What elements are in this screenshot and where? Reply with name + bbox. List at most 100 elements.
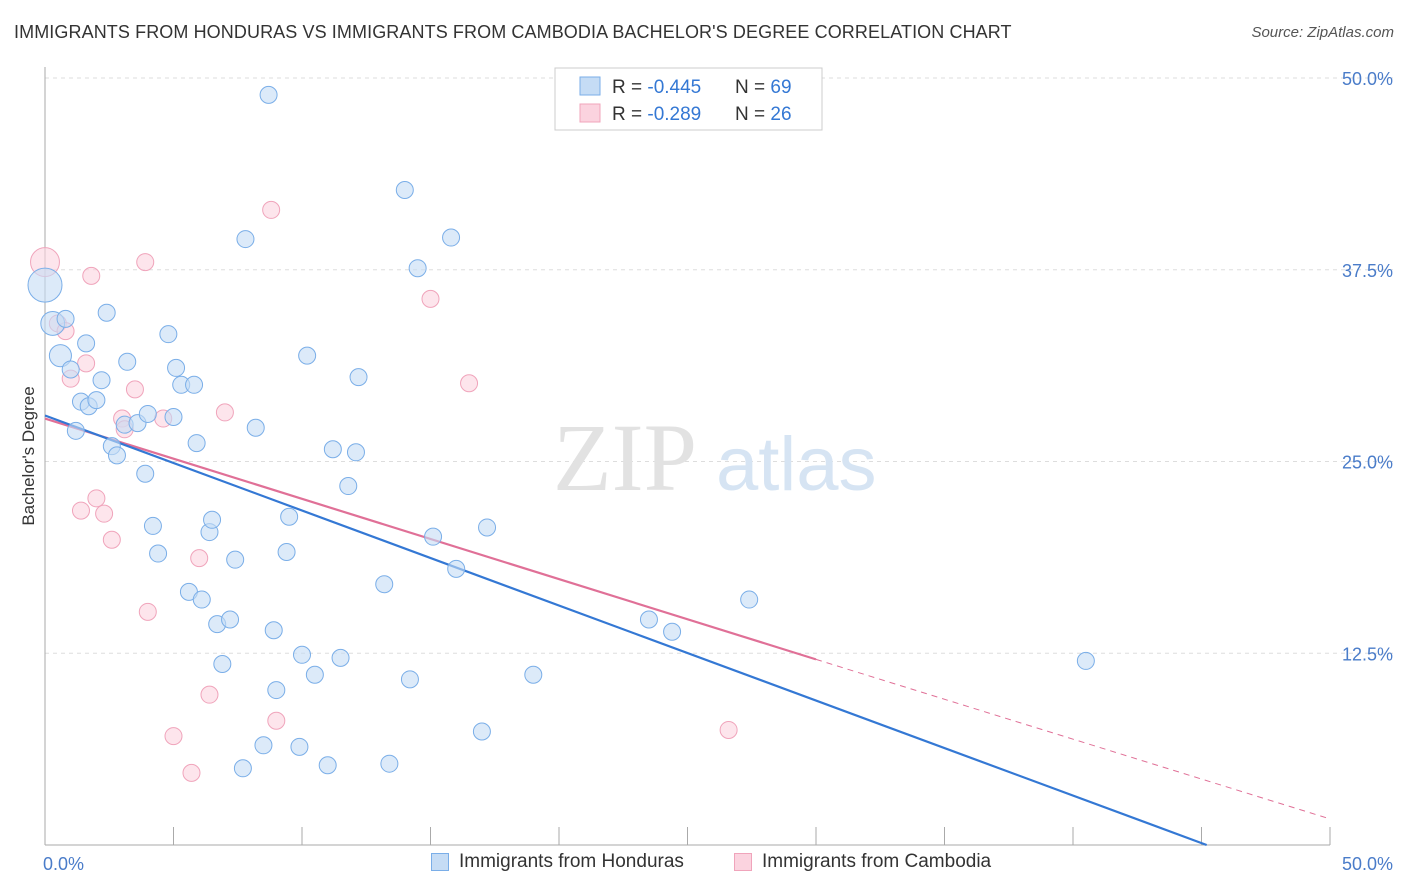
data-point-cambodia xyxy=(125,380,144,399)
watermark: ZIP atlas xyxy=(553,404,877,511)
chart-title: IMMIGRANTS FROM HONDURAS VS IMMIGRANTS F… xyxy=(14,22,1012,42)
y-tick-label: 25.0% xyxy=(1342,453,1393,473)
data-point-honduras xyxy=(236,230,255,249)
data-point-cambodia xyxy=(102,530,121,549)
data-point-cambodia xyxy=(719,720,738,739)
legend-item-cambodia[interactable]: Immigrants from Cambodia xyxy=(734,851,991,873)
data-point-honduras xyxy=(478,518,497,537)
data-point-honduras xyxy=(187,434,206,453)
data-point-cambodia xyxy=(87,489,106,508)
data-point-honduras xyxy=(277,543,296,562)
data-point-cambodia xyxy=(200,685,219,704)
data-point-cambodia xyxy=(138,602,157,621)
svg-text:N = 26: N = 26 xyxy=(735,104,792,125)
data-point-honduras xyxy=(639,610,658,629)
data-point-cambodia xyxy=(421,289,440,308)
legend-label-cambodia: Immigrants from Cambodia xyxy=(762,851,992,872)
data-point-honduras xyxy=(375,575,394,594)
data-point-honduras xyxy=(305,665,324,684)
data-point-cambodia xyxy=(215,403,234,422)
legend-n-value: 26 xyxy=(770,104,791,125)
data-point-honduras xyxy=(87,391,106,410)
data-point-honduras xyxy=(149,544,168,563)
data-point-honduras xyxy=(293,645,311,664)
data-point-honduras xyxy=(400,670,419,689)
x-tick-label: 0.0% xyxy=(43,854,84,874)
data-point-honduras xyxy=(92,371,111,390)
data-point-honduras xyxy=(424,527,443,546)
data-point-honduras xyxy=(254,736,273,755)
data-point-cambodia xyxy=(136,253,155,272)
data-point-honduras xyxy=(280,507,299,526)
y-tick-label: 50.0% xyxy=(1342,69,1393,89)
data-point-honduras xyxy=(1076,651,1095,670)
tick-labels: 12.5% 25.0% 37.5% 50.0% 0.0% 50.0% xyxy=(43,69,1393,874)
legend-swatch-honduras xyxy=(431,853,449,871)
legend-top: R = -0.445 N = 69 R = -0.289 N = 26 xyxy=(554,67,823,131)
data-point-honduras xyxy=(246,418,265,437)
data-point-honduras xyxy=(77,334,96,353)
legend-r-value: -0.289 xyxy=(647,104,701,125)
legend-label-honduras: Immigrants from Honduras xyxy=(459,851,684,872)
data-point-honduras xyxy=(267,681,286,700)
data-point-cambodia xyxy=(267,711,286,730)
data-point-honduras xyxy=(395,180,414,199)
source-credit: Source: ZipAtlas.com xyxy=(1251,24,1394,41)
data-point-honduras xyxy=(233,759,252,778)
data-point-honduras xyxy=(221,610,240,629)
data-point-honduras xyxy=(226,550,245,569)
data-point-honduras xyxy=(213,654,232,673)
data-points xyxy=(27,85,1095,782)
legend-swatch-cambodia xyxy=(579,103,601,123)
data-point-honduras xyxy=(524,665,543,684)
legend-n-label: N = xyxy=(735,104,770,125)
data-point-honduras xyxy=(380,754,399,773)
data-point-honduras xyxy=(349,368,368,387)
data-point-cambodia xyxy=(262,200,281,219)
data-point-cambodia xyxy=(164,727,183,746)
data-point-honduras xyxy=(663,622,682,641)
legend-n-label: N = xyxy=(735,77,770,98)
data-point-cambodia xyxy=(182,763,201,782)
data-point-honduras xyxy=(136,464,155,483)
data-point-honduras xyxy=(203,510,222,529)
legend-item-honduras[interactable]: Immigrants from Honduras xyxy=(431,851,684,873)
data-point-honduras xyxy=(97,303,116,322)
data-point-honduras xyxy=(107,446,126,465)
legend-r-label: R = xyxy=(612,77,647,98)
legend-bottom: Immigrants from Honduras Immigrants from… xyxy=(0,851,1406,879)
legend-r-value: -0.445 xyxy=(647,77,701,98)
data-point-honduras xyxy=(66,421,85,440)
data-point-honduras xyxy=(323,440,342,459)
grid-lines xyxy=(45,77,1394,654)
x-tick-label: 50.0% xyxy=(1342,854,1393,874)
data-point-honduras xyxy=(298,346,317,365)
data-point-honduras xyxy=(447,559,466,578)
data-point-honduras xyxy=(331,648,350,667)
legend-n-value: 69 xyxy=(770,77,791,98)
data-point-honduras xyxy=(192,590,211,609)
data-point-honduras xyxy=(290,737,309,756)
data-point-cambodia xyxy=(77,354,96,373)
data-point-cambodia xyxy=(82,266,101,285)
data-point-honduras xyxy=(259,85,278,104)
trend-line-honduras xyxy=(44,414,1208,847)
svg-text:R = -0.445: R = -0.445 xyxy=(612,77,701,98)
data-point-honduras xyxy=(408,259,427,278)
y-tick-label: 37.5% xyxy=(1342,261,1393,281)
data-point-honduras xyxy=(167,358,186,377)
data-point-honduras xyxy=(48,344,72,368)
data-point-honduras xyxy=(472,722,491,741)
svg-text:N = 69: N = 69 xyxy=(735,77,792,98)
data-point-honduras xyxy=(339,477,358,496)
data-point-honduras xyxy=(27,267,63,303)
data-point-cambodia xyxy=(190,549,209,568)
data-point-honduras xyxy=(143,516,162,535)
data-point-honduras xyxy=(442,228,461,247)
data-point-cambodia xyxy=(95,504,114,523)
data-point-honduras xyxy=(118,352,137,371)
data-point-honduras xyxy=(159,325,178,344)
data-point-honduras xyxy=(61,360,80,379)
data-point-cambodia xyxy=(460,374,479,393)
